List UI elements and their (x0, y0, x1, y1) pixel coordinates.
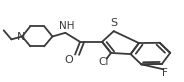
Text: N: N (16, 32, 25, 42)
Text: S: S (110, 18, 117, 28)
Text: O: O (65, 55, 73, 65)
Text: NH: NH (59, 21, 75, 31)
Text: Cl: Cl (99, 57, 109, 67)
Text: F: F (162, 68, 168, 78)
